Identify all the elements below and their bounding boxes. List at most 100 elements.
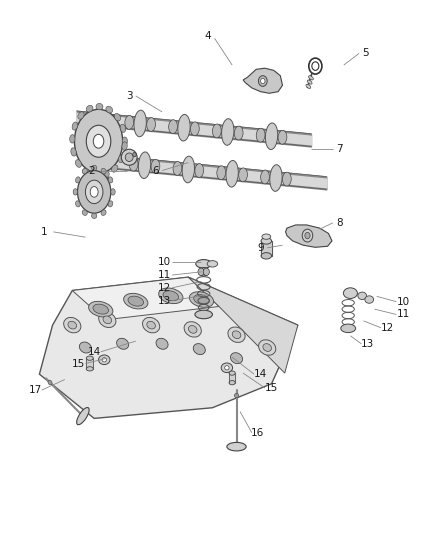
Ellipse shape [195, 164, 204, 177]
Ellipse shape [163, 291, 179, 301]
Ellipse shape [133, 152, 136, 157]
Ellipse shape [75, 201, 80, 207]
Ellipse shape [86, 356, 93, 360]
Ellipse shape [48, 380, 52, 385]
Ellipse shape [92, 165, 97, 171]
Ellipse shape [86, 106, 93, 112]
Ellipse shape [234, 393, 239, 398]
Polygon shape [39, 277, 298, 418]
Ellipse shape [94, 171, 99, 174]
Ellipse shape [184, 322, 201, 337]
Ellipse shape [71, 148, 76, 156]
Ellipse shape [196, 260, 212, 268]
Ellipse shape [111, 189, 115, 195]
Ellipse shape [265, 123, 278, 150]
Ellipse shape [114, 114, 120, 121]
Ellipse shape [188, 326, 197, 333]
Ellipse shape [222, 119, 234, 146]
Ellipse shape [228, 327, 245, 342]
Ellipse shape [191, 122, 199, 136]
Ellipse shape [193, 344, 205, 354]
Text: 11: 11 [158, 270, 171, 280]
Ellipse shape [68, 321, 77, 329]
Ellipse shape [101, 210, 106, 215]
Ellipse shape [128, 296, 144, 306]
Ellipse shape [79, 342, 92, 353]
Ellipse shape [258, 76, 267, 86]
Text: 8: 8 [336, 218, 343, 228]
Ellipse shape [93, 304, 109, 314]
Text: 13: 13 [361, 339, 374, 349]
Ellipse shape [307, 80, 312, 84]
Ellipse shape [178, 115, 190, 141]
Text: 16: 16 [251, 428, 264, 438]
Text: 5: 5 [362, 49, 369, 58]
Ellipse shape [229, 371, 235, 375]
Ellipse shape [147, 321, 155, 329]
Ellipse shape [261, 170, 269, 184]
Polygon shape [243, 68, 283, 93]
Ellipse shape [94, 171, 99, 174]
Ellipse shape [86, 125, 111, 157]
Ellipse shape [261, 253, 272, 259]
Ellipse shape [226, 160, 238, 187]
Ellipse shape [312, 62, 319, 70]
Ellipse shape [365, 296, 374, 303]
Ellipse shape [85, 180, 103, 204]
Text: 15: 15 [71, 359, 85, 368]
Ellipse shape [118, 155, 124, 163]
Ellipse shape [102, 175, 107, 179]
Ellipse shape [75, 177, 80, 183]
Ellipse shape [182, 156, 194, 183]
Text: 12: 12 [158, 283, 171, 293]
Ellipse shape [106, 106, 113, 113]
Ellipse shape [96, 103, 103, 110]
Ellipse shape [94, 169, 99, 172]
Ellipse shape [138, 152, 151, 179]
Ellipse shape [156, 338, 168, 349]
Ellipse shape [90, 187, 98, 197]
Ellipse shape [121, 149, 137, 165]
Ellipse shape [194, 295, 209, 304]
Ellipse shape [88, 301, 113, 317]
Ellipse shape [221, 363, 233, 373]
Ellipse shape [78, 171, 111, 213]
Text: 14: 14 [88, 347, 101, 357]
Ellipse shape [262, 234, 271, 239]
Ellipse shape [125, 116, 134, 130]
Ellipse shape [173, 161, 182, 175]
Ellipse shape [83, 168, 89, 175]
Ellipse shape [122, 142, 127, 150]
Polygon shape [72, 277, 219, 320]
Ellipse shape [203, 268, 209, 276]
Ellipse shape [309, 76, 313, 80]
Text: 15: 15 [265, 383, 278, 393]
Ellipse shape [229, 381, 235, 385]
Ellipse shape [147, 118, 155, 132]
Ellipse shape [306, 84, 311, 88]
Text: 3: 3 [126, 91, 133, 101]
Ellipse shape [256, 128, 265, 142]
Ellipse shape [72, 122, 78, 130]
Ellipse shape [99, 355, 110, 365]
Ellipse shape [263, 344, 272, 351]
Ellipse shape [93, 134, 104, 148]
Ellipse shape [122, 137, 127, 146]
Text: 11: 11 [396, 310, 410, 319]
Text: 10: 10 [158, 257, 171, 267]
Ellipse shape [142, 318, 160, 333]
Ellipse shape [159, 288, 183, 304]
Ellipse shape [125, 153, 133, 161]
Ellipse shape [169, 120, 177, 134]
Ellipse shape [305, 232, 310, 239]
Ellipse shape [102, 358, 106, 362]
Ellipse shape [98, 172, 102, 175]
Ellipse shape [283, 172, 291, 186]
Ellipse shape [94, 169, 99, 173]
Ellipse shape [73, 189, 78, 195]
Ellipse shape [70, 134, 75, 143]
Ellipse shape [134, 110, 146, 137]
Text: 1: 1 [40, 227, 47, 237]
Ellipse shape [234, 126, 243, 140]
Ellipse shape [112, 165, 118, 172]
